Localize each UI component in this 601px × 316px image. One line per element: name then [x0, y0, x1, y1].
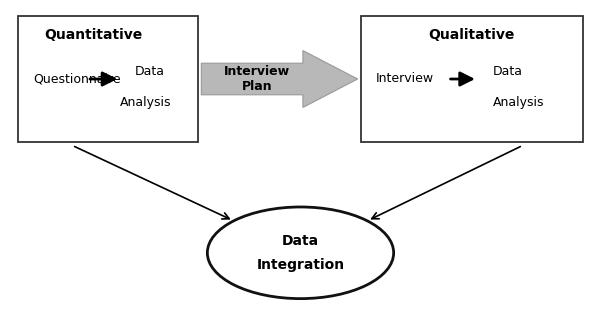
- Text: Questionnaire: Questionnaire: [33, 72, 121, 86]
- Text: Data: Data: [135, 64, 165, 78]
- Text: Integration: Integration: [257, 258, 344, 272]
- Text: Analysis: Analysis: [120, 96, 172, 109]
- Text: Data: Data: [282, 234, 319, 248]
- Ellipse shape: [207, 207, 394, 299]
- Text: Qualitative: Qualitative: [429, 28, 515, 42]
- Text: Interview
Plan: Interview Plan: [224, 65, 290, 93]
- Text: Analysis: Analysis: [493, 96, 545, 109]
- Polygon shape: [201, 51, 358, 107]
- Text: Data: Data: [493, 64, 523, 78]
- Bar: [361, 16, 583, 142]
- Text: Quantitative: Quantitative: [44, 28, 143, 42]
- Bar: [18, 16, 198, 142]
- Text: Interview: Interview: [376, 72, 434, 86]
